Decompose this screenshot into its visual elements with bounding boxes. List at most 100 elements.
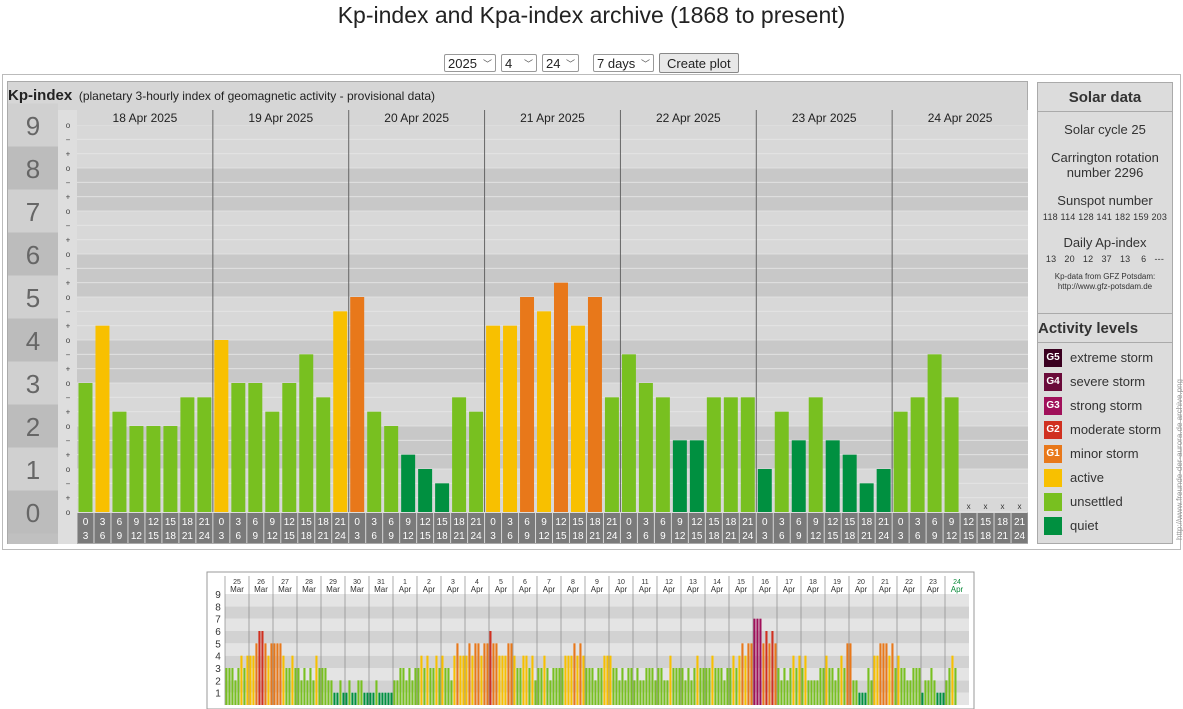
hour-start-label: 12: [555, 517, 567, 528]
kp-bar: [129, 426, 144, 512]
day-select[interactable]: 24 ﹀: [542, 54, 579, 72]
hour-end-label: 24: [471, 531, 483, 542]
activity-level-swatch: G2: [1044, 420, 1062, 439]
hour-end-label: 12: [267, 531, 279, 542]
span-select[interactable]: 7 days ﹀: [593, 54, 654, 72]
activity-level-swatch: G3: [1044, 396, 1062, 415]
hour-cell: [671, 513, 688, 543]
hour-cell: [145, 513, 162, 543]
minor-tick-label: +: [66, 322, 71, 331]
hour-cell: [230, 513, 247, 543]
hour-cell: [247, 513, 264, 543]
minor-tick-label: −: [66, 221, 71, 230]
hour-cell: [349, 513, 366, 543]
minor-tick-label: o: [66, 422, 71, 431]
minor-tick-column: [58, 110, 77, 544]
hour-cell: [77, 513, 94, 543]
hour-end-label: 9: [796, 531, 802, 542]
hour-cell: [722, 513, 739, 543]
kp-bar: [927, 354, 942, 512]
hour-end-label: 15: [555, 531, 567, 542]
minor-tick-label: −: [66, 307, 71, 316]
hour-cell: [824, 513, 841, 543]
hour-end-label: 15: [827, 531, 839, 542]
kp-bar: [689, 440, 704, 512]
hour-start-label: 3: [507, 517, 513, 528]
hour-cell: [451, 513, 468, 543]
missing-marker: x: [1018, 502, 1022, 511]
minor-tick-label: +: [66, 408, 71, 417]
hour-cell: [213, 513, 230, 543]
day-label: 21 Apr 2025: [520, 111, 585, 125]
sunspot-values: 118 114 128 141 182 159 203: [1042, 212, 1168, 222]
hour-end-label: 12: [674, 531, 686, 542]
hour-start-label: 9: [541, 517, 547, 528]
hour-cell: [620, 513, 637, 543]
chevron-down-icon: ﹀: [640, 58, 650, 69]
activity-level-label: unsettled: [1070, 494, 1123, 509]
activity-level-item: G2 moderate storm: [1044, 420, 1172, 439]
hour-cell: [943, 513, 960, 543]
hour-cell: [705, 513, 722, 543]
hour-end-label: 6: [507, 531, 513, 542]
hour-end-label: 3: [762, 531, 768, 542]
hour-start-label: 15: [437, 517, 449, 528]
hour-cell: [468, 513, 485, 543]
hour-start-label: 18: [861, 517, 873, 528]
kp-bar: [859, 483, 874, 512]
hour-end-label: 18: [708, 531, 720, 542]
kp-bar: [570, 325, 585, 512]
hour-cell: [858, 513, 875, 543]
activity-levels-list: G5 extreme storm G4 severe storm G3 strong st…: [1038, 348, 1172, 535]
hour-cell: [960, 513, 977, 543]
hour-cell: [366, 513, 383, 543]
hour-cell: [264, 513, 281, 543]
hour-cell: [196, 513, 213, 543]
activity-level-label: active: [1070, 470, 1104, 485]
hour-start-label: 0: [898, 517, 904, 528]
hour-cell: [332, 513, 349, 543]
hour-start-label: 0: [83, 517, 89, 528]
kp-bar: [401, 454, 416, 512]
day-label: 20 Apr 2025: [384, 111, 449, 125]
day-label: 23 Apr 2025: [792, 111, 857, 125]
hour-start-label: 21: [878, 517, 890, 528]
hour-end-label: 9: [253, 531, 259, 542]
kp-bar: [672, 440, 687, 512]
y-axis-band: [8, 361, 58, 405]
activity-level-swatch: G5: [1044, 348, 1062, 367]
activity-level-label: quiet: [1070, 518, 1099, 533]
hour-end-label: 18: [844, 531, 856, 542]
hour-cell: [1011, 513, 1028, 543]
hour-start-label: 15: [572, 517, 584, 528]
hour-cell: [162, 513, 179, 543]
activity-level-label: severe storm: [1070, 374, 1146, 389]
hour-end-label: 12: [131, 531, 143, 542]
minor-tick-label: o: [66, 508, 71, 517]
hour-end-label: 18: [301, 531, 313, 542]
activity-level-label: strong storm: [1070, 398, 1143, 413]
hour-cell: [94, 513, 111, 543]
hour-start-label: 3: [779, 517, 785, 528]
hour-end-label: 3: [626, 531, 632, 542]
activity-level-item: active: [1044, 468, 1172, 487]
hour-cell: [977, 513, 994, 543]
kp-bar: [214, 340, 229, 512]
activity-level-item: unsettled: [1044, 492, 1172, 511]
month-select[interactable]: 4 ﹀: [501, 54, 537, 72]
kp-bar: [418, 469, 433, 512]
hour-end-label: 21: [997, 531, 1009, 542]
kp-band: [77, 211, 1028, 254]
y-axis-band: [8, 318, 58, 362]
sunspot-title: Sunspot number: [1057, 193, 1153, 208]
hour-start-label: 21: [606, 517, 618, 528]
hour-end-label: 15: [148, 531, 160, 542]
activity-level-item: G3 strong storm: [1044, 396, 1172, 415]
hour-end-label: 21: [318, 531, 330, 542]
create-plot-button[interactable]: Create plot: [659, 53, 739, 73]
kp-bar: [621, 354, 636, 512]
hour-end-label: 18: [572, 531, 584, 542]
plot-controls: 2025 ﹀ 4 ﹀ 24 ﹀ 7 days ﹀ Create plot: [444, 53, 739, 73]
year-select[interactable]: 2025 ﹀: [444, 54, 496, 72]
minor-tick-label: −: [66, 178, 71, 187]
